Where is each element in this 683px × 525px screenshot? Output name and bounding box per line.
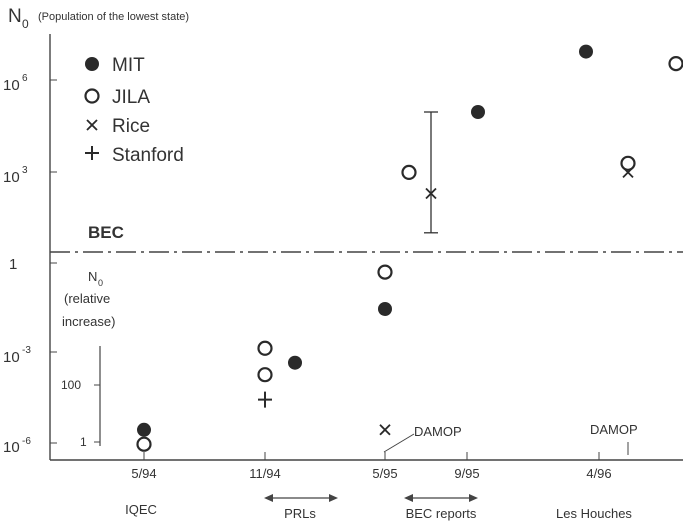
x-tick-label: 5/94: [131, 466, 156, 481]
jila-point: [136, 436, 152, 452]
mit-point: [378, 301, 392, 316]
legend-label: JILA: [112, 87, 150, 108]
damop-leader-line: [383, 433, 415, 453]
y-tick-label-exp: 6: [22, 73, 28, 84]
x-tick-5-94: 5/94: [131, 452, 157, 481]
event-label-bec-reports: BEC reports: [406, 506, 477, 521]
jila-point: [257, 340, 273, 356]
chart-title: N: [8, 6, 22, 27]
event-label-iqec: IQEC: [125, 502, 157, 517]
arrow-head-right: [469, 494, 478, 502]
x-tick-5-95: 5/95: [372, 452, 398, 481]
mit-point: [137, 422, 151, 437]
y-tick-1e6: 10 6: [3, 73, 57, 94]
inset-tick-label: 100: [61, 378, 81, 392]
jila-point: [401, 164, 417, 180]
chart-title-note: (Population of the lowest state): [38, 11, 189, 23]
y-tick-label-base: 10: [3, 439, 20, 456]
mit-point: [471, 105, 485, 119]
jila-point: [257, 367, 273, 383]
jila-point: [620, 155, 636, 171]
legend-item-stanford: Stanford: [85, 145, 184, 166]
inset-tick-label: 1: [80, 435, 87, 449]
y-tick-label-base: 10: [3, 349, 20, 366]
inset-axis: N 0 (relative increase) 100 1: [61, 269, 115, 449]
y-tick-label-base: 1: [9, 256, 17, 273]
event-label-prls: PRLs: [284, 506, 316, 521]
chart-title-subscript: 0: [22, 17, 29, 31]
y-tick-label-exp: -6: [22, 436, 31, 447]
legend-item-rice: Rice: [86, 116, 150, 137]
legend-item-jila: JILA: [84, 87, 150, 108]
mit-point: [288, 355, 302, 370]
inset-axis-note: increase): [62, 314, 115, 329]
stanford-point: [258, 391, 272, 408]
x-tick-label: 11/94: [249, 466, 281, 481]
y-tick-label-exp: 3: [22, 165, 28, 176]
rice-point: [622, 166, 634, 179]
legend-marker-x: [86, 119, 98, 131]
damop-annotation: DAMOP: [590, 422, 638, 437]
y-tick-1e-3: 10 -3: [3, 345, 57, 366]
legend-marker-filled-circle: [85, 57, 99, 71]
arrow-head-left: [404, 494, 413, 502]
rice-point: [425, 187, 437, 200]
inset-axis-note: (relative: [64, 291, 110, 306]
legend-marker-plus: [85, 146, 99, 160]
jila-point: [377, 264, 393, 280]
legend-label: Stanford: [112, 145, 184, 166]
arrow-head-right: [329, 494, 338, 502]
mit-point: [579, 44, 593, 59]
damop-annotation: DAMOP: [414, 424, 462, 439]
x-tick-11-94: 11/94: [249, 452, 281, 481]
data-marks: [136, 44, 683, 452]
inset-axis-title: N: [88, 269, 97, 284]
legend-label: MIT: [112, 55, 145, 76]
legend-marker-open-circle: [84, 88, 100, 104]
y-tick-1e-6: 10 -6: [3, 436, 57, 456]
x-tick-4-96: 4/96: [586, 452, 612, 481]
legend-label: Rice: [112, 116, 150, 137]
jila-point: [668, 56, 683, 72]
x-tick-9-95: 9/95: [454, 452, 480, 481]
legend-item-mit: MIT: [85, 55, 145, 76]
y-tick-label-base: 10: [3, 77, 20, 94]
legend: MIT JILA Rice Stanford: [84, 55, 184, 166]
x-tick-label: 4/96: [586, 466, 611, 481]
event-bec-reports: BEC reports: [404, 494, 478, 521]
y-tick-label-exp: -3: [22, 345, 31, 356]
rice-point: [379, 424, 391, 436]
arrow-head-left: [264, 494, 273, 502]
y-tick-label-base: 10: [3, 169, 20, 186]
y-tick-1e3: 10 3: [3, 165, 57, 186]
inset-axis-title-subscript: 0: [98, 278, 103, 288]
event-label-les-houches: Les Houches: [556, 506, 632, 521]
bec-threshold-label: BEC: [88, 223, 124, 242]
y-tick-1: 1: [9, 256, 57, 273]
x-tick-label: 5/95: [372, 466, 397, 481]
event-prls: PRLs: [264, 494, 338, 521]
x-tick-label: 9/95: [454, 466, 479, 481]
